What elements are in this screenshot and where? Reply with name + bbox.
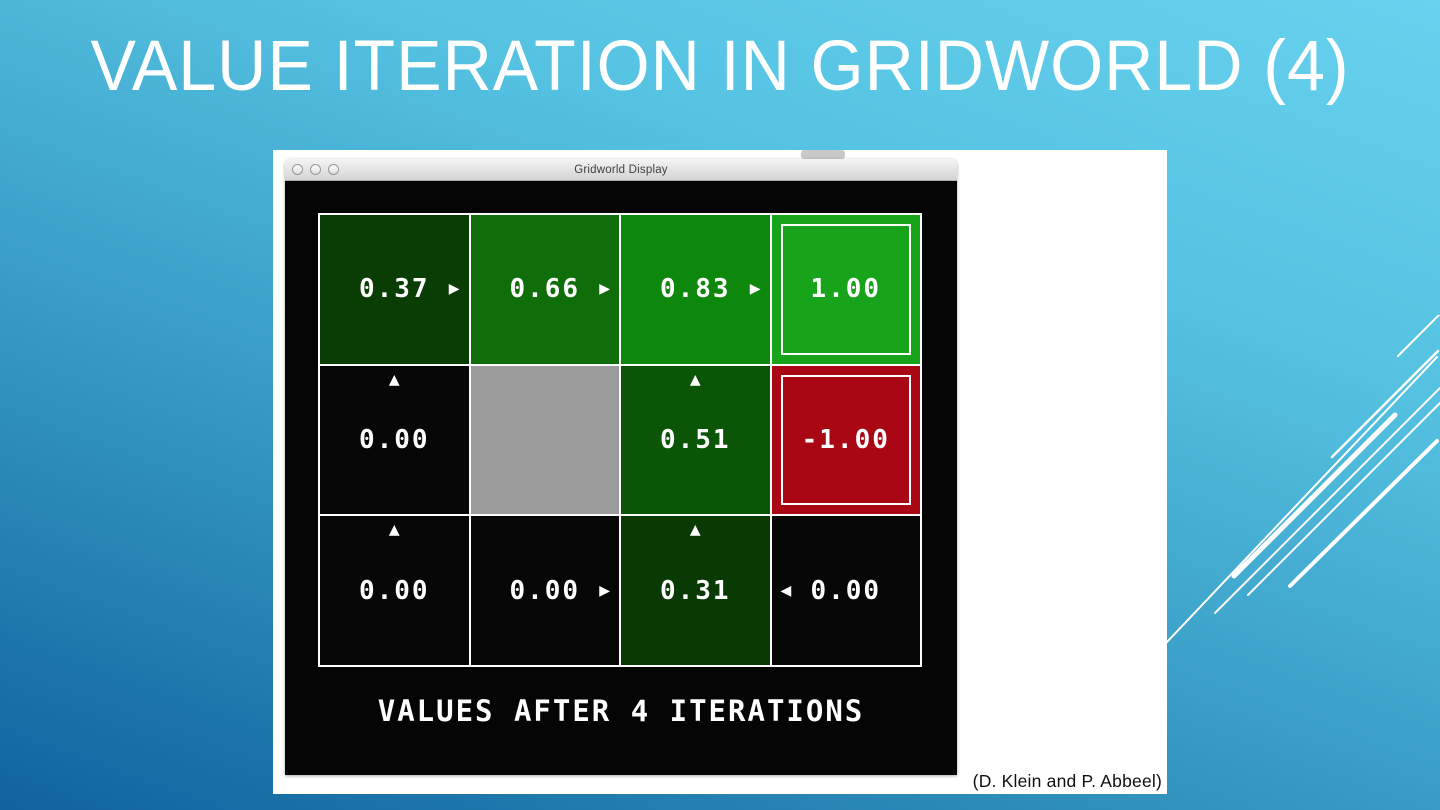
state-value: 0.00: [810, 575, 882, 606]
grid-cell: ▶ 0.83: [621, 215, 770, 364]
policy-arrow-north-icon: ▲: [689, 371, 701, 388]
policy-arrow-east-icon: ▶: [749, 281, 761, 298]
state-value: 1.00: [810, 274, 882, 305]
window-titlebar[interactable]: Gridworld Display: [285, 159, 957, 181]
decor-diagonal-lines: [1166, 315, 1440, 643]
policy-arrow-north-icon: ▲: [689, 522, 701, 539]
close-button[interactable]: [292, 164, 303, 175]
grid-cell: ▶ 0.37: [320, 215, 469, 364]
zoom-button[interactable]: [328, 164, 339, 175]
state-value: 0.31: [659, 575, 731, 606]
state-value: 0.00: [509, 575, 581, 606]
content-panel: Gridworld Display ▶ 0.37 ▶ 0.66 ▶ 0.83 1.00 ▲ 0.…: [273, 150, 1167, 794]
state-value: 0.51: [659, 424, 731, 455]
gridworld-canvas: ▶ 0.37 ▶ 0.66 ▶ 0.83 1.00 ▲ 0.00 ▲ 0.51 -1.00 ▲ 0.00 ▶…: [285, 181, 957, 775]
state-value: 0.00: [358, 424, 430, 455]
value-grid: ▶ 0.37 ▶ 0.66 ▶ 0.83 1.00 ▲ 0.00 ▲ 0.51 -1.00 ▲ 0.00 ▶…: [318, 213, 922, 667]
minimize-button[interactable]: [310, 164, 321, 175]
exit-state-border: [780, 224, 911, 355]
grid-cell: ▶ 0.66: [470, 215, 619, 364]
iteration-caption: VALUES AFTER 4 ITERATIONS: [377, 694, 865, 728]
grid-cell: ▲ 0.31: [621, 516, 770, 665]
attribution: (D. Klein and P. Abbeel): [972, 771, 1162, 791]
gridworld-window: Gridworld Display ▶ 0.37 ▶ 0.66 ▶ 0.83 1.00 ▲ 0.…: [285, 159, 957, 775]
window-title: Gridworld Display: [574, 163, 668, 176]
state-value: 0.37: [358, 274, 430, 305]
policy-arrow-west-icon: ◀: [780, 582, 792, 599]
policy-arrow-east-icon: ▶: [599, 281, 610, 298]
grid-cell: ◀ 0.00: [771, 516, 920, 665]
state-value: 0.66: [509, 274, 581, 305]
exit-state-border: [780, 374, 911, 506]
wall-cell: [470, 365, 619, 515]
state-value: 0.00: [358, 575, 430, 606]
grid-cell: ▲ 0.00: [320, 516, 469, 665]
grid-cell: 1.00: [771, 215, 920, 364]
policy-arrow-north-icon: ▲: [388, 371, 400, 388]
slide-title: VALUE ITERATION IN GRIDWORLD (4): [90, 27, 1350, 106]
state-value: 0.83: [659, 274, 731, 305]
policy-arrow-east-icon: ▶: [448, 281, 460, 298]
grid-cell: -1.00: [771, 365, 920, 515]
background-window-edge: [801, 150, 845, 159]
grid-cell: ▲ 0.00: [320, 365, 469, 515]
policy-arrow-north-icon: ▲: [388, 522, 400, 539]
grid-cell: ▶ 0.00: [470, 516, 619, 665]
grid-cell: ▲ 0.51: [621, 365, 770, 515]
policy-arrow-east-icon: ▶: [599, 582, 610, 599]
state-value: -1.00: [801, 424, 890, 455]
